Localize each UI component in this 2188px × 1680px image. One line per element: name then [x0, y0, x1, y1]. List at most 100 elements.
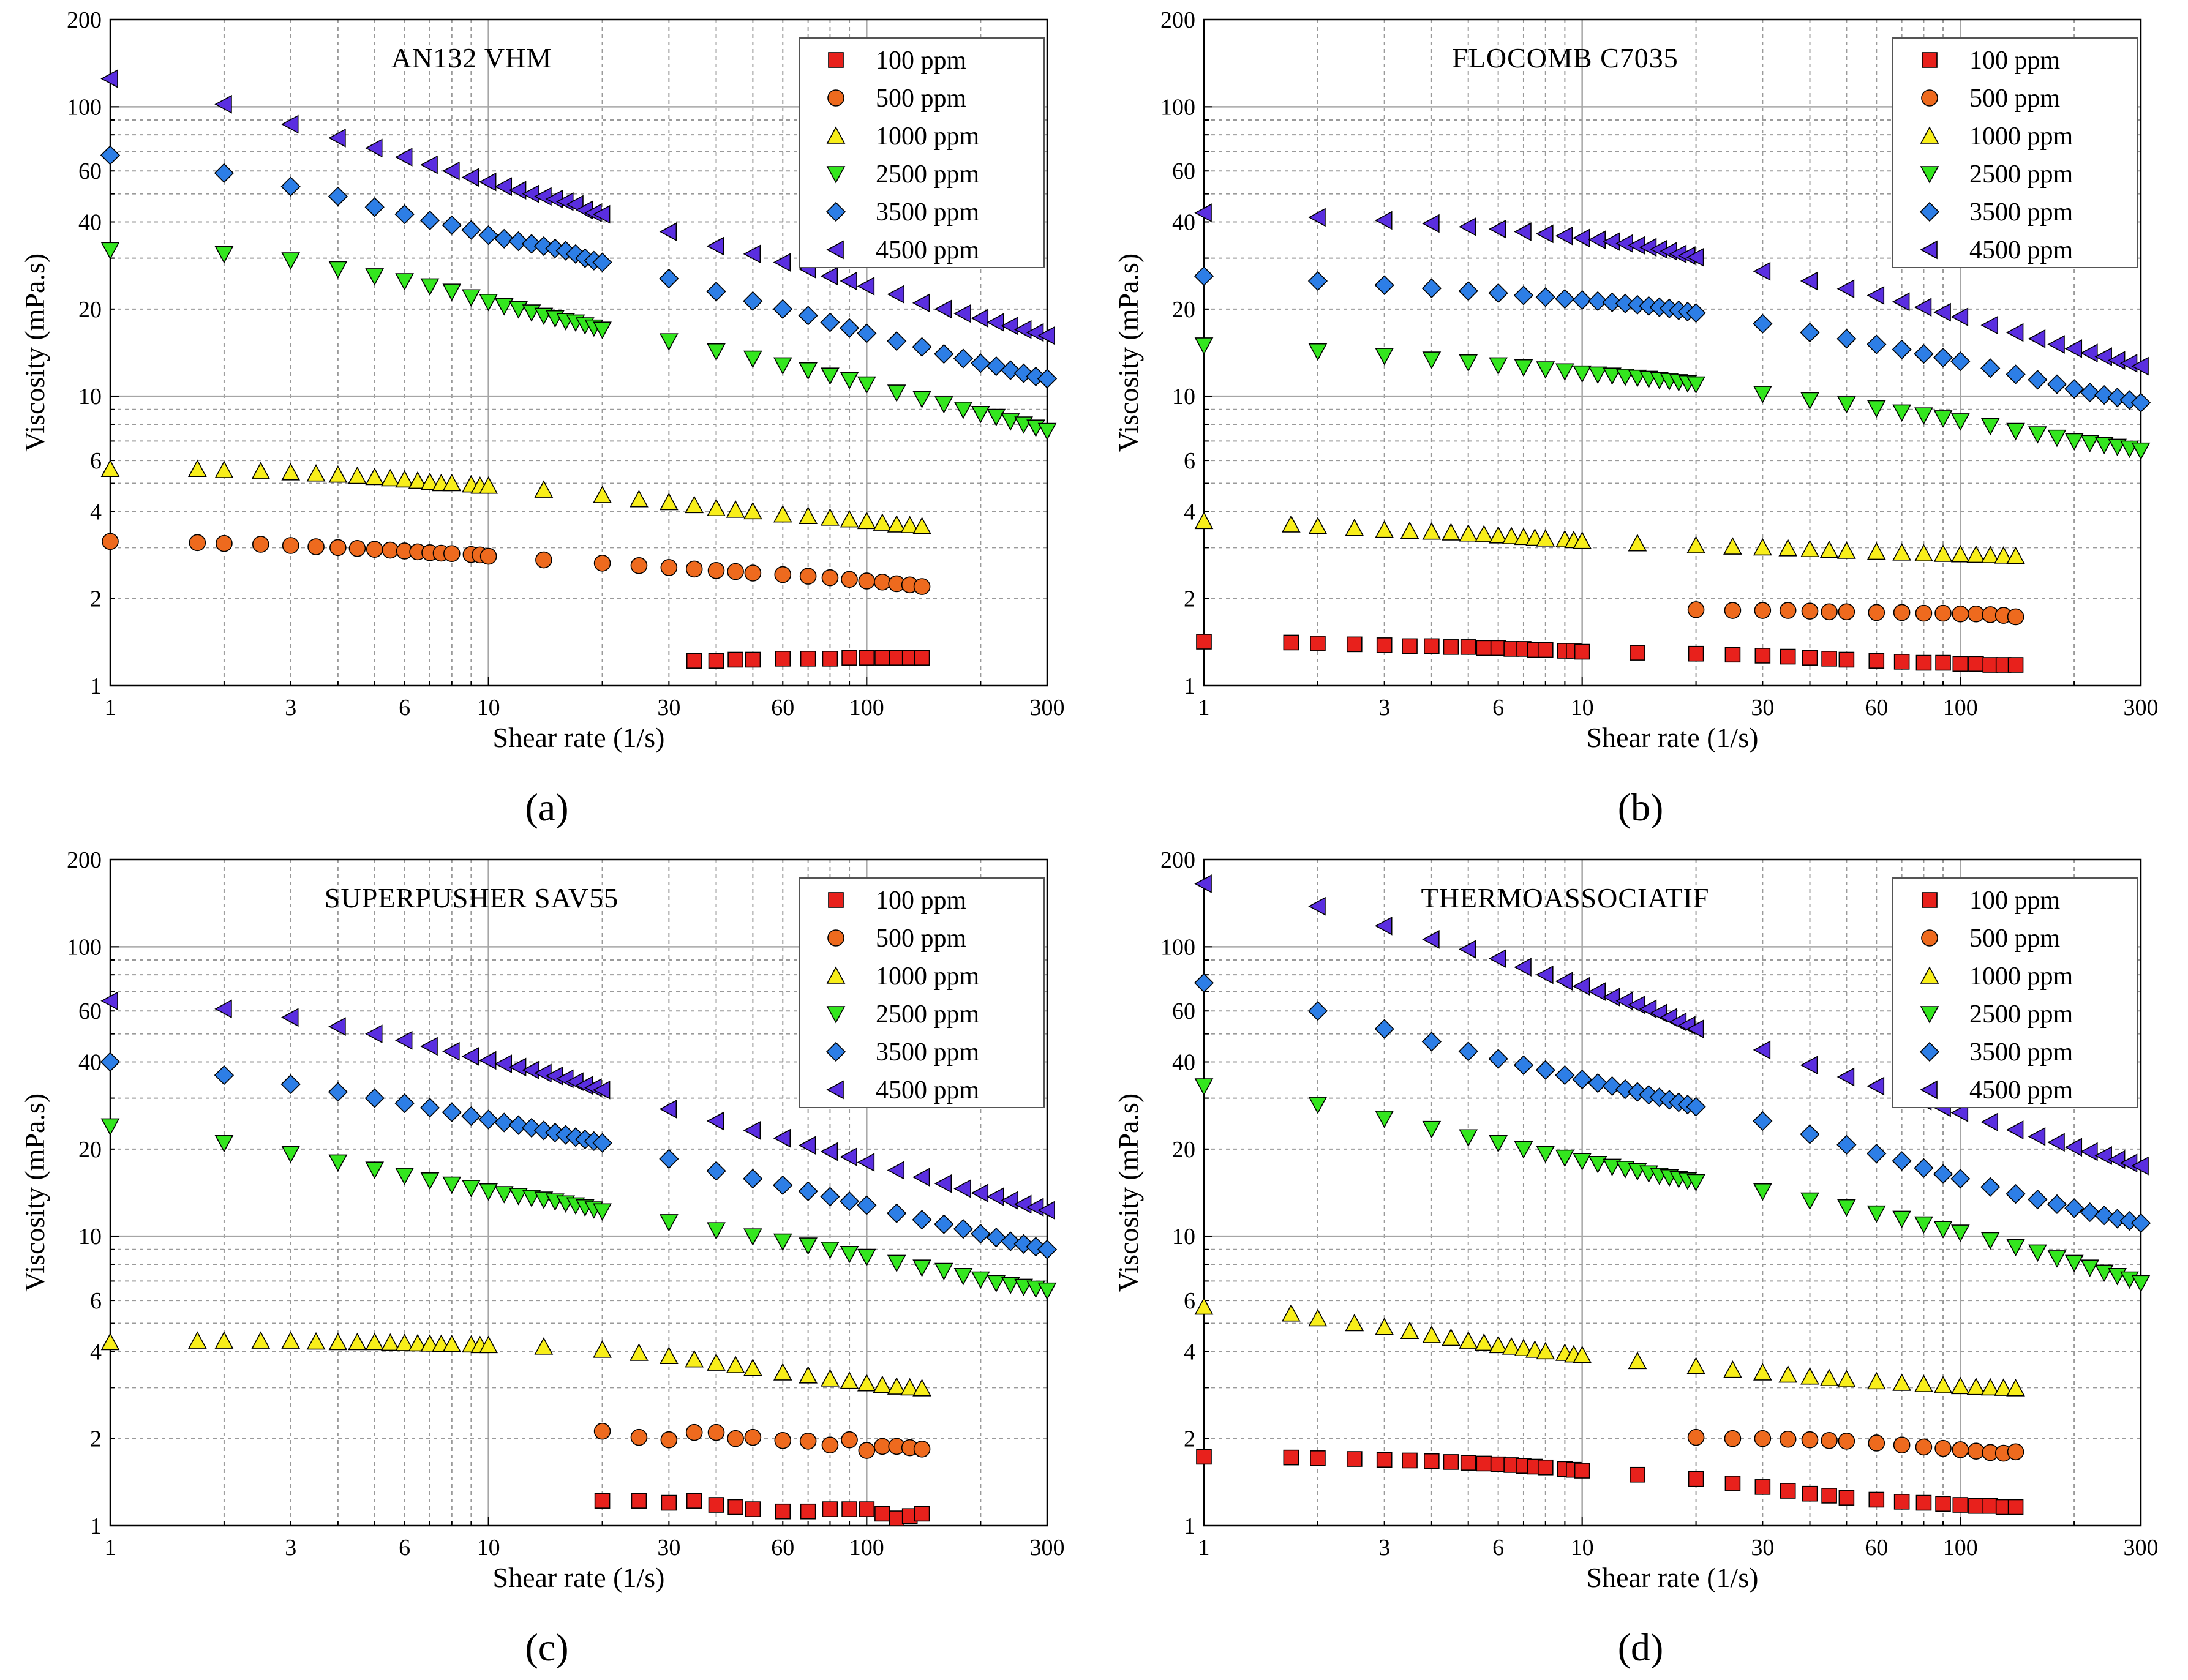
data-point [328, 261, 348, 279]
data-point [1536, 965, 1554, 984]
data-point [630, 490, 649, 508]
data-point [1422, 930, 1440, 949]
data-point [857, 323, 877, 343]
data-point [348, 539, 366, 557]
data-point [2064, 379, 2085, 399]
data-point [775, 651, 791, 667]
data-point [478, 172, 497, 192]
data-point [1588, 230, 1606, 250]
x-tick-label: 300 [2124, 695, 2159, 721]
x-tick-label: 300 [2124, 1535, 2159, 1561]
legend-label: 1000 ppm [876, 962, 980, 991]
data-point [1459, 1331, 1478, 1349]
series-100-ppm [594, 1493, 930, 1526]
data-point [1037, 1201, 1055, 1220]
data-point [2107, 351, 2126, 370]
data-point [1442, 523, 1461, 541]
data-point [328, 1082, 348, 1102]
data-point [1914, 298, 1932, 317]
data-point [100, 1118, 120, 1136]
data-point [840, 271, 857, 291]
y-axis-label: Viscosity (mPa.s) [19, 1093, 50, 1292]
data-point [1801, 602, 1819, 620]
series-500-ppm [593, 1422, 931, 1459]
data-point [1194, 203, 1212, 222]
y-tick-label: 60 [78, 159, 102, 184]
data-point [442, 283, 462, 301]
chart-svg-d: 1 3 6 10 30 60 100 300 1 2 4 6 10 20 40 60 100 200 Shear r… [1113, 847, 2159, 1669]
data-point [1459, 524, 1478, 542]
data-point [1283, 1449, 1299, 1466]
data-point [873, 513, 892, 531]
data-point [1952, 605, 1969, 623]
legend-marker [1922, 52, 1938, 68]
y-tick-label: 4 [90, 1339, 102, 1365]
data-point [420, 1037, 438, 1056]
data-point [1474, 1333, 1494, 1351]
data-point [799, 362, 818, 380]
data-point [660, 559, 678, 576]
data-point [365, 467, 385, 486]
y-axis-label: Viscosity (mPa.s) [1113, 1093, 1144, 1292]
y-tick-label: 100 [67, 934, 102, 960]
data-point [1800, 1056, 1818, 1075]
data-point [1950, 413, 1970, 431]
data-point [934, 1214, 954, 1234]
data-point [2047, 374, 2067, 394]
data-point [1968, 1442, 1985, 1460]
data-point [912, 1168, 930, 1187]
data-point [1802, 1485, 1818, 1502]
data-point [508, 1057, 527, 1077]
data-point [281, 114, 299, 134]
data-point [462, 1180, 481, 1198]
data-point [887, 1377, 906, 1395]
data-point [328, 1017, 346, 1037]
panel-caption: (c) [525, 1626, 568, 1669]
x-tick-label: 1 [105, 695, 116, 721]
x-tick-label: 3 [285, 695, 296, 721]
data-point [1402, 638, 1418, 654]
chart-panel-b: 1 3 6 10 30 60 100 300 1 2 4 6 10 20 40 60 100 200 Shear r… [1094, 0, 2187, 840]
data-point [1536, 529, 1555, 547]
data-point [1836, 329, 1857, 349]
data-point [1603, 367, 1622, 385]
chart-panel-a: 1 3 6 10 30 60 100 300 1 2 4 6 10 20 40 60 100 200 Shear r… [0, 0, 1094, 840]
data-point [1037, 326, 1055, 345]
data-point [986, 356, 1006, 377]
data-point [592, 1080, 611, 1100]
data-point [1867, 542, 1886, 560]
data-point [1375, 1318, 1394, 1335]
data-point [1537, 642, 1554, 658]
data-point [660, 1431, 678, 1449]
legend-box [1892, 37, 2138, 268]
data-point [395, 273, 414, 291]
data-point [442, 215, 462, 235]
data-point [1800, 1124, 1820, 1144]
data-point [1687, 1428, 1705, 1446]
data-point [1753, 538, 1772, 556]
data-point [1754, 602, 1772, 619]
data-point [727, 1430, 744, 1447]
data-point [1838, 651, 1855, 668]
data-point [1914, 343, 1934, 364]
data-point [1838, 1433, 1855, 1450]
data-point [887, 515, 906, 533]
data-point [1422, 1120, 1442, 1139]
data-point [934, 1174, 952, 1193]
data-point [593, 1422, 611, 1440]
data-point [1196, 1449, 1212, 1465]
data-point [348, 1332, 367, 1351]
data-point [887, 331, 907, 351]
legend-marker [826, 126, 846, 144]
data-point [1837, 396, 1856, 414]
data-point [461, 1106, 481, 1127]
data-point [630, 1343, 649, 1361]
legend-box [799, 877, 1045, 1108]
data-point [1821, 651, 1837, 667]
data-point [214, 460, 234, 478]
data-point [1489, 1335, 1508, 1354]
data-point [1800, 322, 1820, 343]
x-tick-label: 100 [1943, 695, 1978, 721]
y-tick-label: 6 [90, 1288, 102, 1314]
y-tick-label: 100 [67, 94, 102, 120]
